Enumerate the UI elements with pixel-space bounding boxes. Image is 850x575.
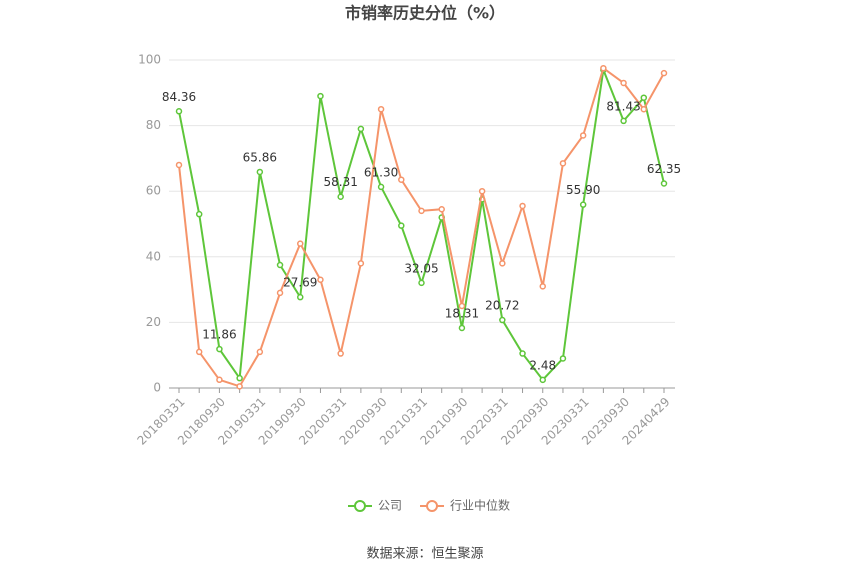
legend-marker[interactable] [426, 500, 439, 512]
data-point [195, 348, 203, 356]
data-point [256, 168, 264, 176]
data-point [660, 69, 668, 77]
data-point [297, 240, 304, 247]
data-point [317, 276, 324, 284]
data-point [499, 316, 506, 324]
legend-label[interactable]: 行业中位数 [450, 498, 510, 513]
data-point [418, 279, 425, 287]
source-note: 数据来源：恒生聚源 [366, 547, 483, 562]
data-point [458, 324, 466, 332]
legend-marker[interactable] [354, 500, 366, 512]
y-tick-label: 20 [146, 315, 161, 329]
data-point [559, 160, 567, 167]
y-tick-label: 100 [138, 53, 161, 67]
data-point [438, 205, 445, 213]
data-point [499, 260, 506, 267]
data-point [195, 210, 203, 218]
data-point [600, 64, 607, 72]
data-point [458, 302, 466, 310]
data-point [478, 187, 486, 195]
data-label: 62.35 [647, 162, 681, 176]
data-point [317, 92, 324, 100]
y-tick-label: 0 [153, 381, 161, 395]
series-line [178, 66, 665, 388]
data-point [216, 345, 223, 353]
data-point [357, 260, 365, 267]
data-point [539, 283, 546, 290]
data-point [297, 293, 304, 301]
y-tick-label: 40 [146, 249, 161, 263]
data-point [519, 202, 526, 210]
data-point [175, 108, 183, 115]
data-point [620, 117, 627, 125]
y-tick-label: 80 [146, 118, 161, 132]
data-point [579, 132, 587, 139]
data-label: 55.90 [566, 183, 600, 197]
data-label: 84.36 [162, 90, 196, 104]
data-point [276, 289, 284, 297]
data-point [559, 355, 567, 362]
data-label: 27.69 [283, 276, 317, 290]
data-label: 2.48 [529, 358, 556, 372]
data-point [418, 207, 425, 215]
data-point [377, 105, 385, 113]
data-point [660, 180, 668, 187]
data-label: 58.31 [323, 175, 357, 189]
data-label: 11.86 [202, 328, 236, 342]
data-point [620, 79, 627, 87]
legend-label[interactable]: 公司 [378, 499, 402, 513]
data-label: 61.30 [364, 165, 398, 179]
data-point [276, 261, 284, 269]
data-label: 20.72 [485, 299, 519, 313]
data-point [256, 348, 264, 356]
data-point [216, 376, 223, 384]
data-label: 32.05 [404, 261, 438, 275]
data-label: 81.43 [606, 99, 640, 113]
chart-title: 市销率历史分位（%） [345, 4, 505, 23]
data-point [357, 125, 365, 133]
data-point [377, 183, 385, 191]
data-point [579, 201, 587, 208]
series-line [178, 66, 665, 382]
data-point [398, 176, 405, 183]
data-point [519, 350, 526, 357]
data-point [337, 350, 344, 357]
data-point [236, 383, 243, 390]
data-point [640, 105, 648, 113]
data-point [236, 374, 243, 382]
data-point [640, 94, 648, 101]
data-point [539, 376, 546, 384]
data-label: 18.31 [445, 306, 479, 320]
y-tick-label: 60 [146, 184, 161, 198]
data-point [175, 161, 183, 169]
data-label: 65.86 [243, 150, 277, 164]
data-point [337, 193, 344, 200]
data-point [398, 222, 405, 229]
